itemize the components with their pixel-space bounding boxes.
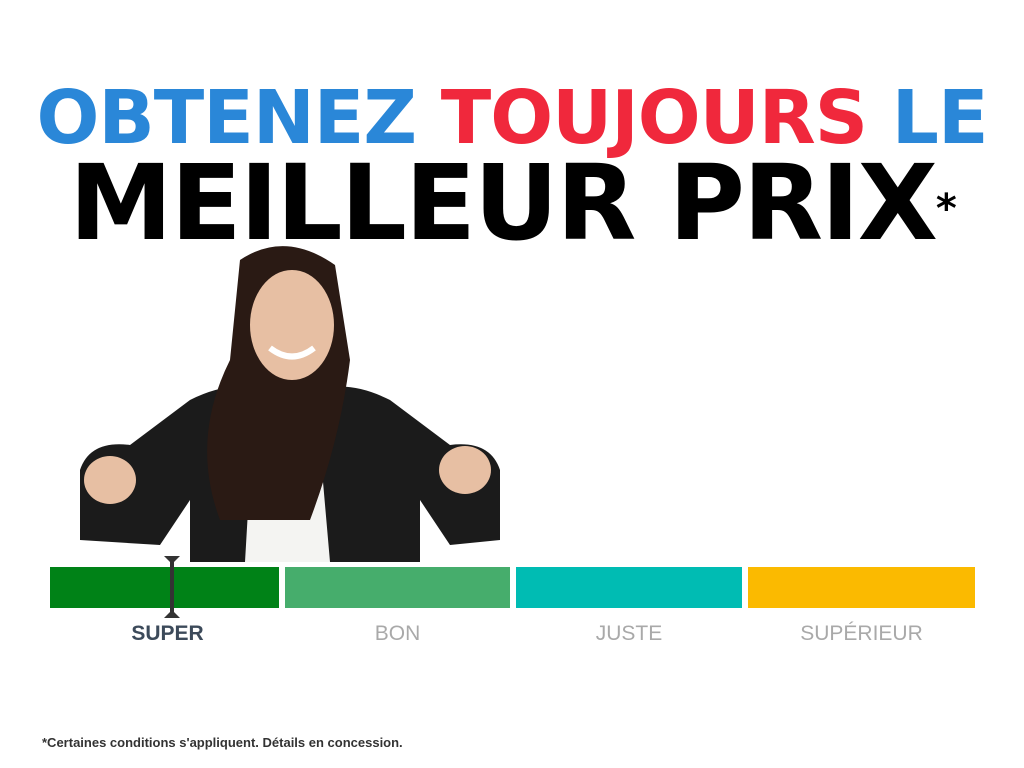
asterisk: *: [935, 186, 957, 232]
headline-line-2: MEILLEUR PRIX*: [0, 148, 1024, 258]
segment-super: [50, 567, 279, 608]
headline-le: LE: [891, 75, 989, 161]
label-superieur: SUPÉRIEUR: [800, 622, 923, 645]
headline-toujours: TOUJOURS: [440, 75, 868, 161]
label-bon: BON: [374, 622, 421, 645]
headline-obtenez: OBTENEZ: [36, 75, 417, 161]
price-marker: [164, 556, 180, 618]
woman-pointing-photo: [80, 246, 500, 562]
footnote: *Certaines conditions s'appliquent. Déta…: [42, 735, 403, 750]
label-super: SUPER: [131, 622, 204, 645]
label-juste: JUSTE: [595, 622, 663, 645]
headline-line-1: OBTENEZ TOUJOURS LE: [0, 78, 1024, 158]
segment-superieur: [748, 567, 975, 608]
segment-juste: [516, 567, 742, 608]
headline-meilleur-prix: MEILLEUR PRIX: [69, 142, 938, 264]
segment-bon: [285, 567, 510, 608]
